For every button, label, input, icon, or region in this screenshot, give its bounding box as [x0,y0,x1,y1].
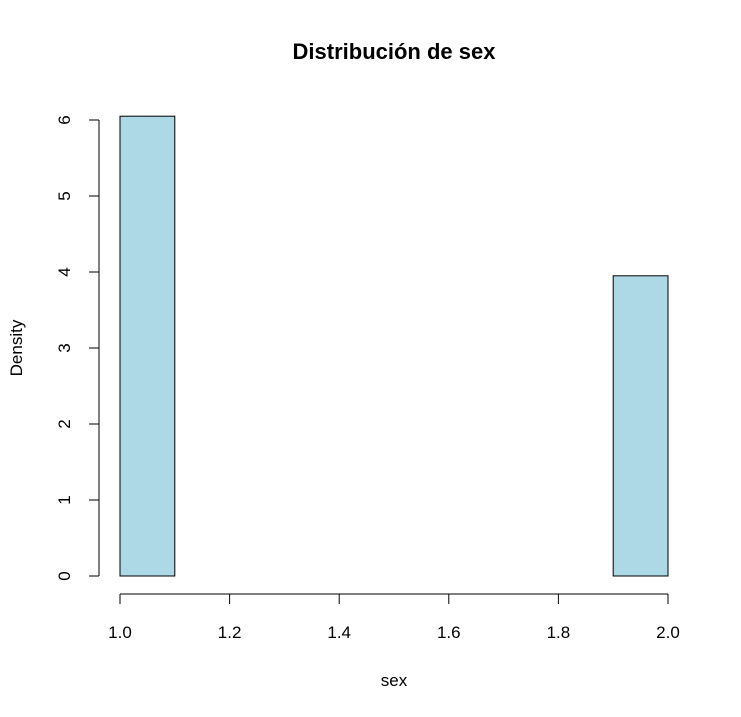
x-tick-label: 1.8 [547,623,571,642]
chart-title: Distribución de sex [293,39,497,64]
y-tick-label: 6 [55,115,74,124]
bars-group [119,115,669,577]
y-tick-label: 0 [55,571,74,580]
y-axis: 0 1 2 3 4 5 6 [55,115,100,581]
x-axis: 1.0 1.2 1.4 1.6 1.8 2.0 [108,593,680,642]
histogram-bar [612,275,669,577]
y-tick-label: 3 [55,343,74,352]
x-axis-label: sex [381,671,408,690]
y-tick-label: 5 [55,191,74,200]
x-tick-label: 1.0 [108,623,132,642]
x-tick-label: 1.4 [327,623,351,642]
x-tick-label: 1.2 [218,623,242,642]
y-tick-label: 2 [55,419,74,428]
x-tick-label: 1.6 [437,623,461,642]
histogram-bar [119,115,176,577]
y-axis-label: Density [7,319,26,376]
y-tick-label: 4 [55,267,74,276]
y-tick-label: 1 [55,495,74,504]
x-tick-label: 2.0 [656,623,680,642]
